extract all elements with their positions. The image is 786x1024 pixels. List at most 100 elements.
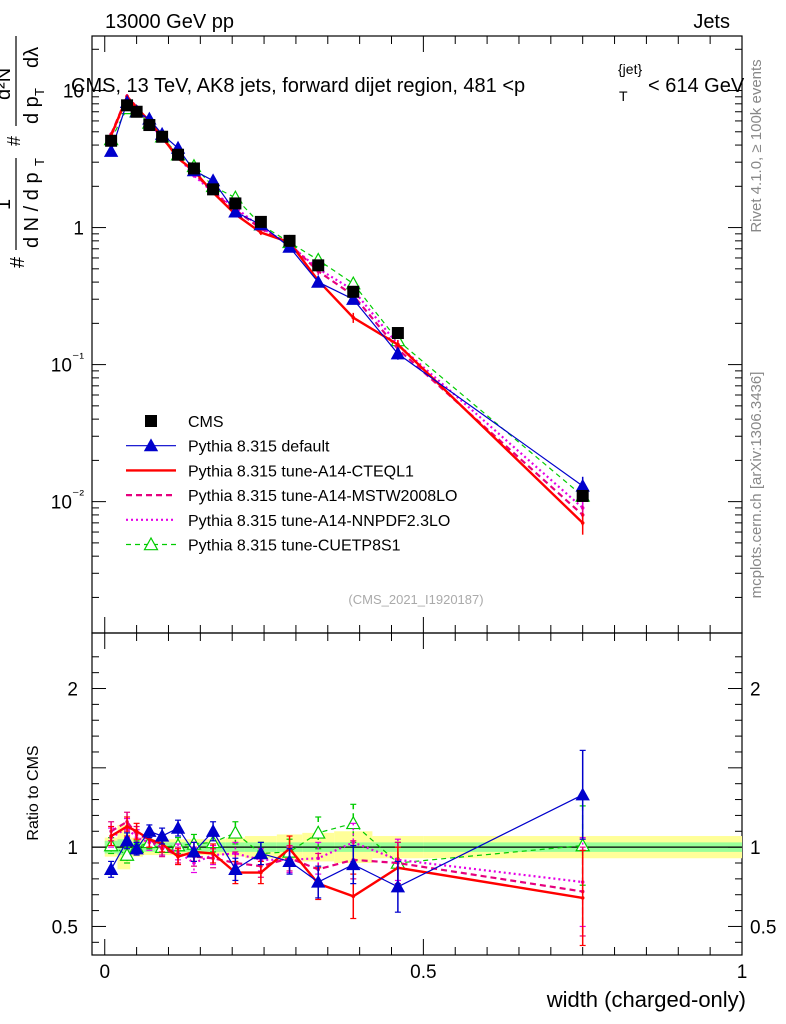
legend-entry: Pythia 8.315 tune-A14-MSTW2008LO [126,488,457,505]
main-point-cteql1 [351,315,356,320]
ratio-y-tick-label-right: 0.5 [750,917,776,938]
main-point-cms [143,119,156,132]
legend-marker-cuetp8s1 [143,536,159,551]
title-tail: < 614 GeV [648,75,745,97]
main-point-cms [172,148,185,161]
ratio-series [103,749,591,947]
main-point-cms [229,197,242,210]
analysis-watermark: (CMS_2021_I1920187) [348,592,483,607]
main-y-tick-label: 10 [63,82,84,103]
ratio-y-tick-label-right: 2 [750,680,761,701]
main-point-cms [312,259,325,272]
ratio-point-default [119,833,135,847]
main-series-cms [105,99,589,502]
title-subscript: T [619,88,628,104]
main-point-cms [391,327,404,340]
ratio-point-cuetp8s1 [119,847,135,861]
header-right: Jets [693,11,730,33]
y-title-num: d²N [0,68,15,100]
y-title-den: d N / d p [21,172,43,248]
x-tick-label: 0 [99,962,110,983]
ratio-point-cuetp8s1 [310,825,326,839]
ratio-y-tick-label-right: 1 [750,838,761,859]
main-point-default [228,204,243,218]
ratio-point-cuetp8s1 [227,825,243,839]
legend-entry: Pythia 8.315 tune-A14-CTEQL1 [126,463,414,480]
ratio-point-default [205,823,221,837]
legend-marker-default [143,438,159,452]
ratio-y-tick-label: 1 [67,838,78,859]
x-tick-label: 0.5 [410,962,436,983]
ratio-point-cuetp8s1 [345,815,361,830]
legend-entry: Pythia 8.315 tune-CUETP8S1 [126,536,401,555]
main-series [103,94,591,535]
ratio-point-default [154,828,170,842]
main-y-tick-label: 10⁻¹ [51,350,85,377]
ratio-point-default [390,879,406,893]
ratio-point-default [170,820,186,834]
main-point-cms [576,489,589,502]
ratio-axes: 0 0.5 1 0.5 0.5 1 1 2 2 [52,617,776,983]
main-point-cms [347,285,360,298]
plot-title: CMS, 13 TeV, AK8 jets, forward dijet reg… [71,75,525,97]
ratio-point-cteql1 [351,894,356,899]
y-title-den-sub: T [32,158,47,166]
ratio-point-default [311,874,326,888]
ratio-point-default [228,862,243,875]
main-point-cms [207,183,220,196]
main-y-tick-label: 1 [73,219,84,240]
ratio-point-default [346,857,361,871]
ratio-point-cteql1 [580,896,585,900]
ratio-y-title: Ratio to CMS [25,745,42,840]
ratio-point-cteql1 [134,829,139,834]
legend: CMS Pythia 8.315 default Pythia 8.315 tune… [126,414,457,555]
ratio-point-default [186,844,202,858]
main-point-cms [105,134,118,147]
ratio-series-default [103,749,590,913]
header-left: 13000 GeV pp [105,11,234,33]
main-point-cms [156,130,169,143]
y-title-num-den-tail: dλ [21,47,43,68]
legend-entry: Pythia 8.315 default [126,438,330,456]
y-title-hash-small: # [4,136,24,146]
main-point-cms [187,162,200,175]
x-axis-title: width (charged-only) [546,987,746,1012]
main-point-default [390,346,406,360]
ratio-point-cteql1 [176,854,180,859]
ratio-point-cteql1 [259,870,263,875]
main-point-default [346,291,361,305]
ratio-plot-frame [91,632,743,956]
legend-label: Pythia 8.315 tune-A14-MSTW2008LO [188,488,457,505]
legend-label: Pythia 8.315 default [188,439,330,456]
ratio-point-default [142,823,157,837]
main-point-cms [254,215,267,228]
main-line-cuetp8s1 [110,107,584,497]
x-tick-label: 1 [737,962,748,983]
title-main: CMS, 13 TeV, AK8 jets, forward dijet reg… [71,75,525,97]
main-point-default [575,478,590,492]
y-title-hash: # [7,256,29,268]
ratio-y-tick-label: 2 [67,680,78,701]
main-y-tick-label: 10⁻² [51,487,85,514]
legend-label: CMS [188,414,224,431]
y-title-num-den-sub: T [32,88,47,96]
legend-label: Pythia 8.315 tune-A14-CTEQL1 [188,463,414,480]
ratio-point-default [575,787,590,801]
ratio-point-default [129,841,144,855]
y-axis-title: # 1 d N / d p T # d²N d p T dλ [0,36,47,268]
ratio-point-default [282,854,297,868]
main-point-default [311,274,326,288]
main-point-cteql1 [396,342,400,347]
legend-marker-cms [145,415,157,427]
main-point-cteql1 [580,521,585,525]
legend-entry: Pythia 8.315 tune-A14-NNPDF2.3LO [126,513,450,530]
ratio-point-cteql1 [125,824,129,829]
mcplots-label: mcplots.cern.ch [arXiv:1306.3436] [748,372,765,599]
ratio-point-cteql1 [211,851,215,856]
title-superscript: {jet} [618,61,642,77]
main-point-cms [121,99,134,112]
y-title-one: 1 [0,199,15,210]
ratio-point-cteql1 [109,834,113,838]
ratio-point-default [253,846,269,860]
